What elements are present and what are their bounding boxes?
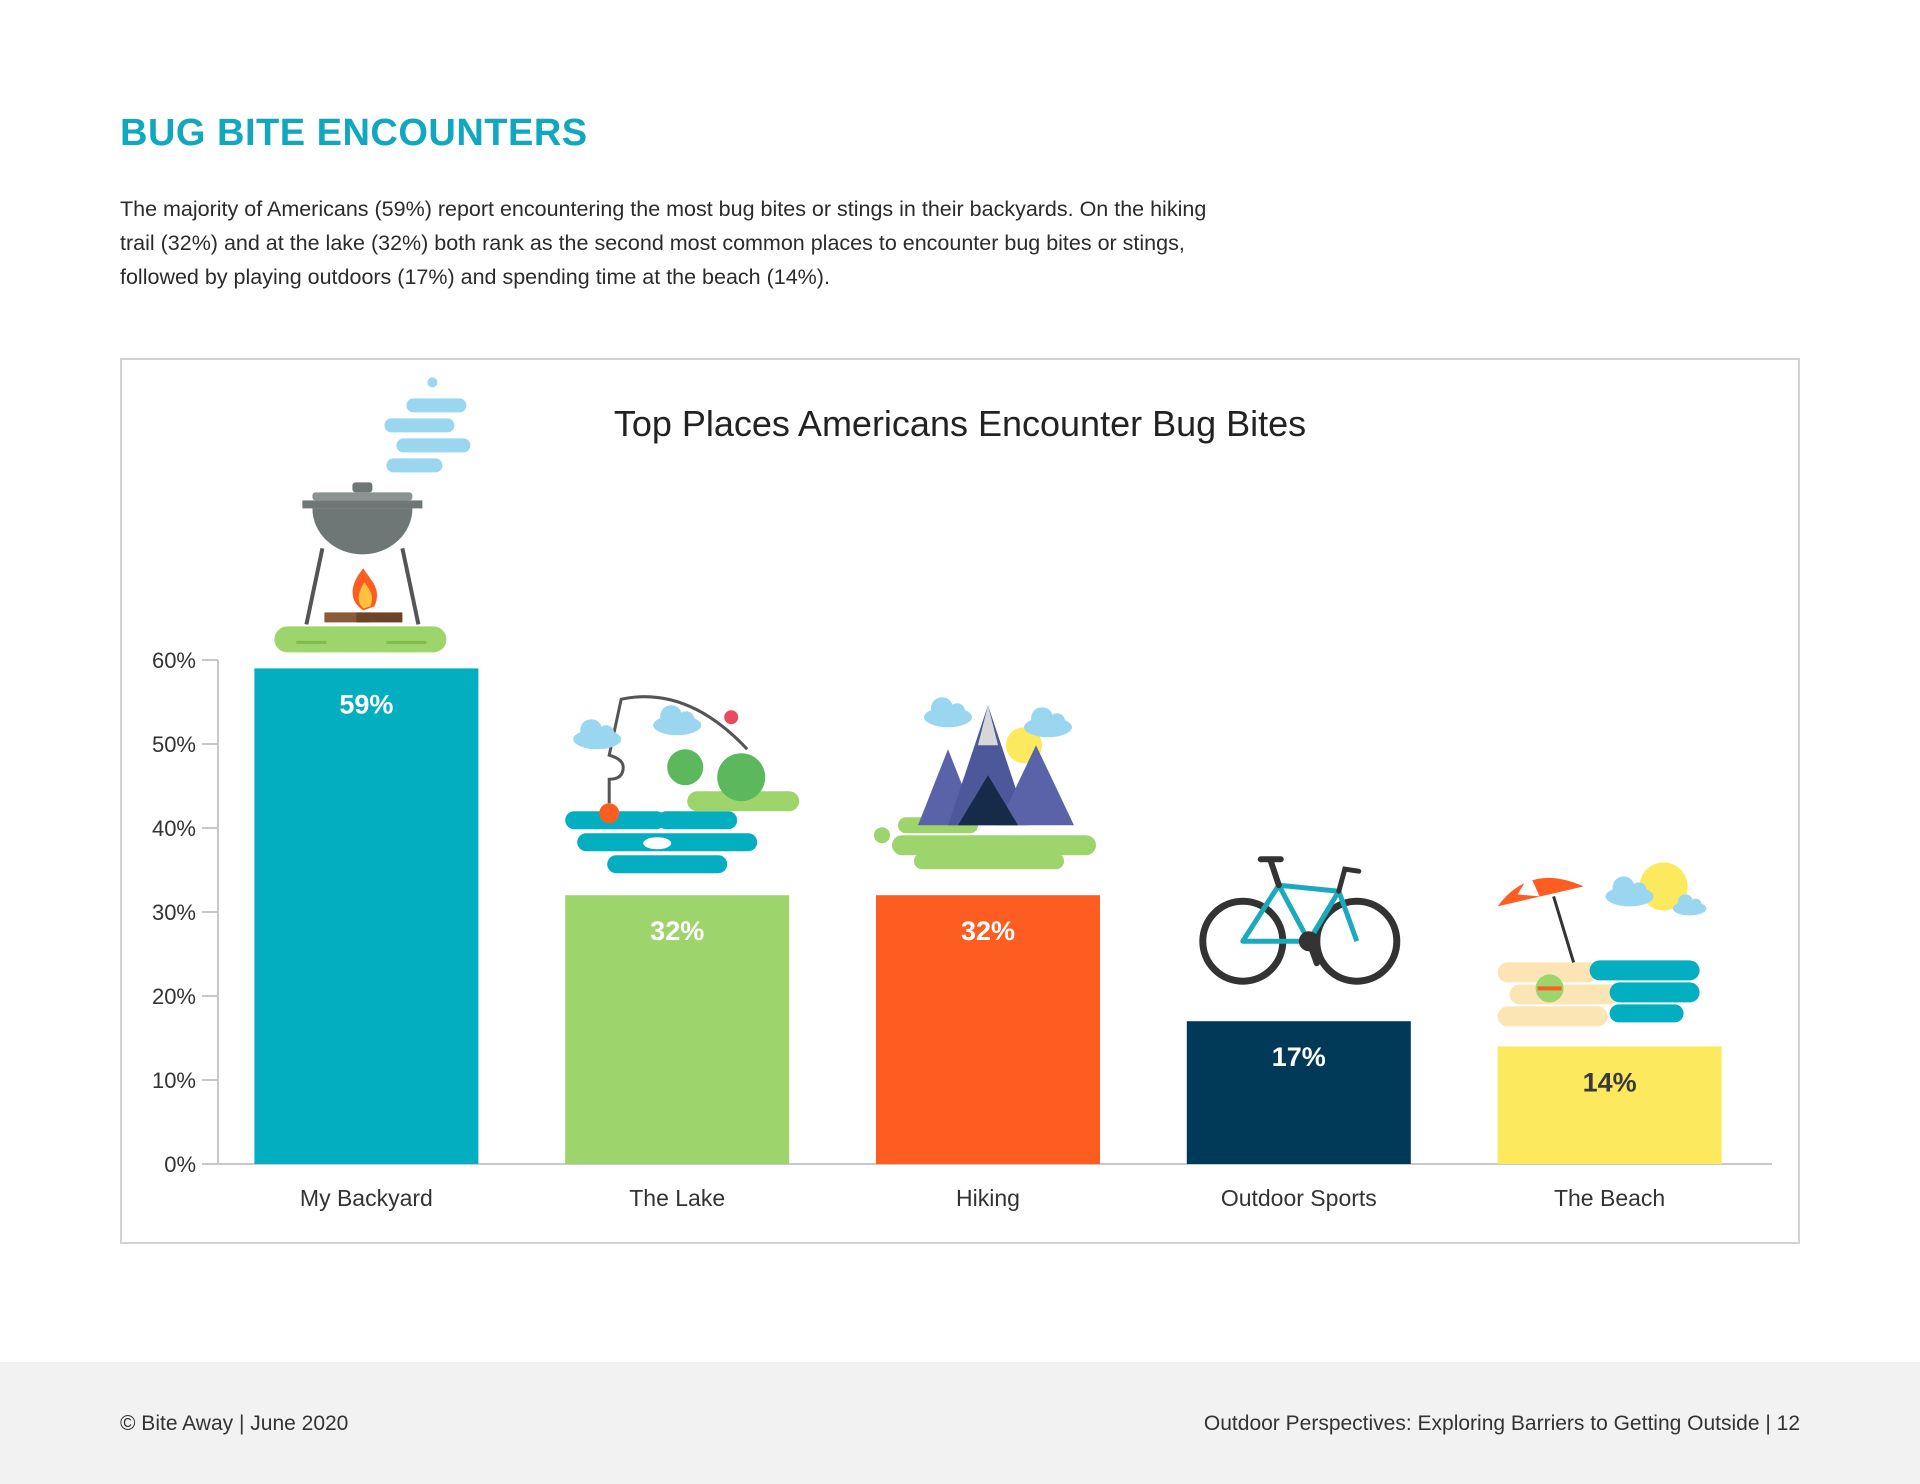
footer-report-title: Outdoor Perspectives: Exploring Barriers… xyxy=(1203,1412,1800,1435)
beach-icon xyxy=(1497,862,1707,1027)
chart-title: Top Places Americans Encounter Bug Bites xyxy=(614,403,1306,444)
grill-icon xyxy=(274,377,471,653)
chart-frame: Top Places Americans Encounter Bug Bites… xyxy=(120,358,1800,1244)
y-tick-label: 10% xyxy=(152,1068,196,1093)
category-label: Outdoor Sports xyxy=(1221,1185,1377,1211)
y-tick-label: 40% xyxy=(152,816,196,841)
bar-the-beach xyxy=(1497,1046,1722,1164)
footer: © Bite Away | June 2020 Outdoor Perspect… xyxy=(0,1362,1920,1484)
bar-value-label: 32% xyxy=(961,916,1015,946)
bar-my-backyard xyxy=(254,668,479,1164)
intro-paragraph: The majority of Americans (59%) report e… xyxy=(120,197,1207,289)
bicycle-icon xyxy=(1199,856,1401,985)
y-tick-label: 0% xyxy=(164,1152,196,1177)
y-tick-label: 30% xyxy=(152,900,196,925)
bar-the-lake xyxy=(565,895,790,1164)
y-tick-label: 20% xyxy=(152,984,196,1009)
category-label: My Backyard xyxy=(300,1185,433,1211)
bar-outdoor-sports xyxy=(1186,1021,1411,1164)
page-heading: BUG BITE ENCOUNTERS xyxy=(120,112,588,154)
footer-copyright: © Bite Away | June 2020 xyxy=(120,1412,349,1435)
y-tick-label: 50% xyxy=(152,732,196,757)
bar-value-label: 32% xyxy=(650,916,704,946)
bar-value-label: 17% xyxy=(1272,1042,1326,1072)
bar-value-label: 59% xyxy=(339,689,393,719)
y-tick-label: 60% xyxy=(152,648,196,673)
category-label: The Beach xyxy=(1554,1185,1665,1211)
mountains-icon xyxy=(874,697,1096,870)
bar-hiking xyxy=(876,895,1100,1164)
category-label: Hiking xyxy=(956,1185,1020,1211)
lake-fishing-icon xyxy=(565,695,800,874)
bar-chart: Top Places Americans Encounter Bug Bites… xyxy=(152,377,1772,1211)
bar-value-label: 14% xyxy=(1583,1067,1637,1097)
category-label: The Lake xyxy=(629,1185,725,1211)
